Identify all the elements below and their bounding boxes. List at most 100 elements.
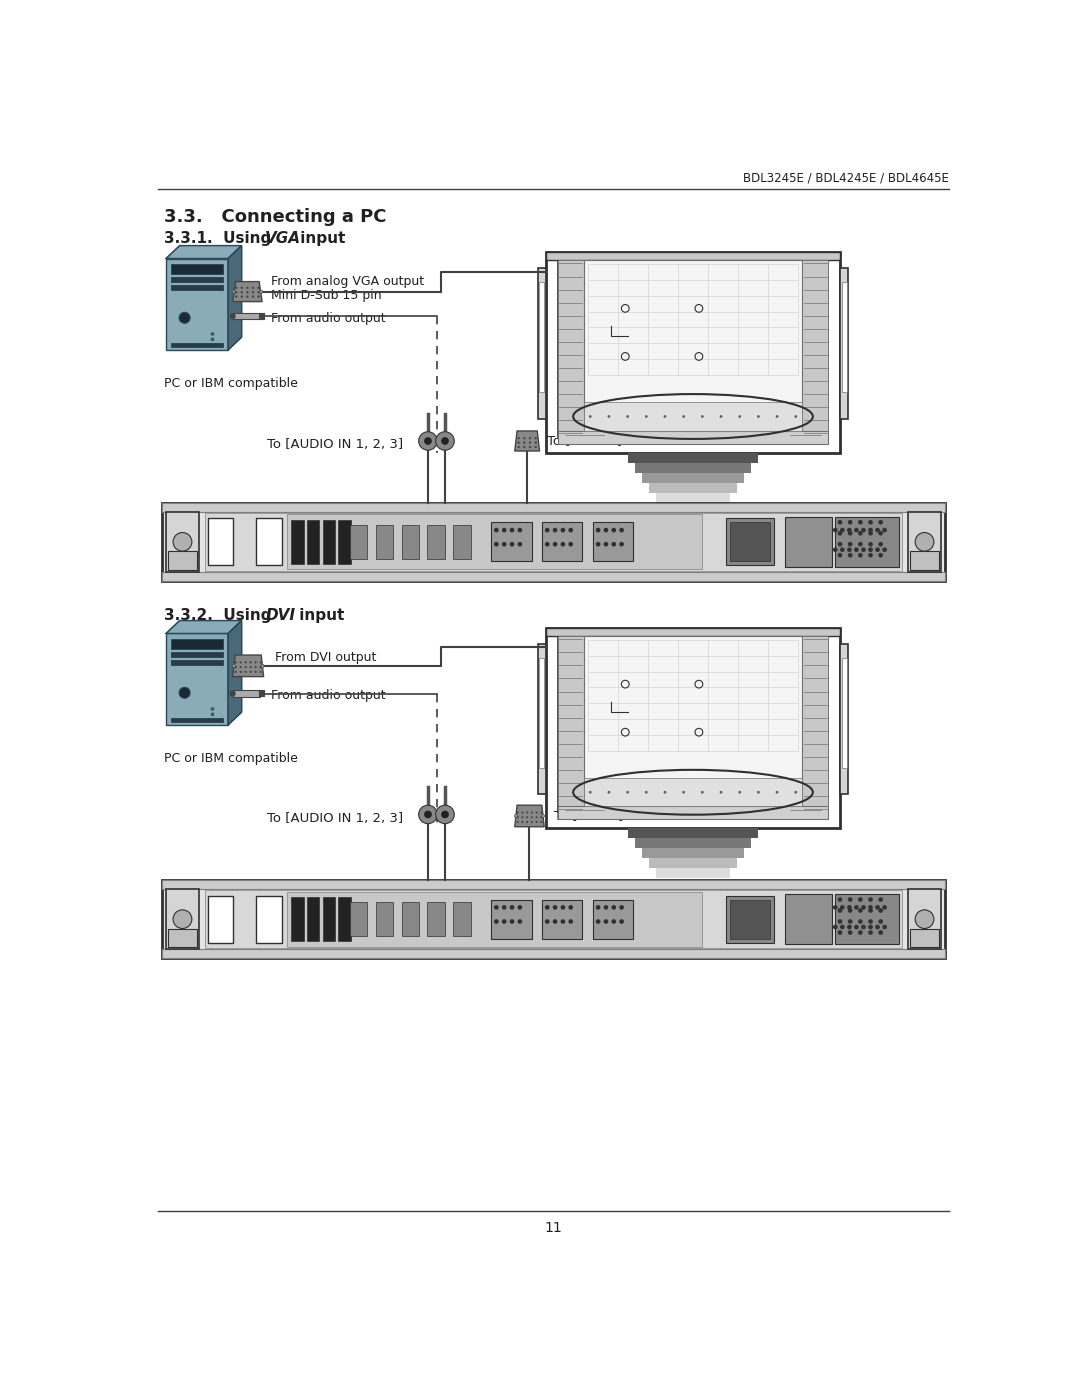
FancyBboxPatch shape	[557, 260, 584, 436]
Text: To [AUDIO IN 1, 2, 3]: To [AUDIO IN 1, 2, 3]	[267, 439, 403, 451]
FancyBboxPatch shape	[657, 493, 730, 503]
Polygon shape	[166, 246, 242, 258]
Circle shape	[868, 919, 873, 923]
FancyBboxPatch shape	[629, 828, 758, 838]
Circle shape	[494, 905, 499, 909]
Circle shape	[683, 791, 685, 793]
FancyBboxPatch shape	[593, 900, 633, 939]
FancyBboxPatch shape	[166, 513, 199, 571]
Circle shape	[516, 816, 518, 819]
Text: PC or IBM compatible: PC or IBM compatible	[164, 752, 298, 766]
Circle shape	[858, 520, 863, 524]
Circle shape	[882, 925, 887, 929]
Circle shape	[561, 905, 565, 909]
FancyBboxPatch shape	[350, 902, 367, 936]
Polygon shape	[228, 620, 242, 725]
Circle shape	[568, 905, 573, 909]
Circle shape	[775, 415, 779, 418]
Circle shape	[523, 437, 526, 439]
FancyBboxPatch shape	[428, 525, 445, 559]
Circle shape	[868, 520, 873, 524]
FancyBboxPatch shape	[608, 895, 639, 943]
FancyBboxPatch shape	[539, 658, 543, 768]
Circle shape	[553, 919, 557, 923]
Circle shape	[424, 810, 432, 819]
Text: 3.3.2.  Using: 3.3.2. Using	[164, 608, 278, 623]
FancyBboxPatch shape	[207, 895, 233, 943]
FancyBboxPatch shape	[635, 838, 751, 848]
Text: input: input	[294, 608, 345, 623]
FancyBboxPatch shape	[338, 520, 351, 564]
Circle shape	[234, 661, 237, 664]
Circle shape	[858, 908, 863, 912]
Circle shape	[719, 415, 723, 418]
Circle shape	[608, 791, 610, 793]
Circle shape	[535, 441, 537, 444]
Circle shape	[868, 531, 873, 535]
FancyBboxPatch shape	[643, 472, 744, 482]
Circle shape	[529, 441, 531, 444]
FancyBboxPatch shape	[908, 890, 941, 949]
FancyBboxPatch shape	[376, 525, 393, 559]
Circle shape	[840, 528, 845, 532]
FancyBboxPatch shape	[840, 644, 848, 795]
Circle shape	[536, 816, 538, 819]
Circle shape	[854, 905, 859, 909]
Text: To [VGA IN]: To [VGA IN]	[548, 434, 622, 447]
FancyBboxPatch shape	[205, 513, 902, 571]
Circle shape	[553, 528, 557, 532]
Circle shape	[619, 542, 624, 546]
Circle shape	[604, 542, 608, 546]
Circle shape	[626, 791, 629, 793]
FancyBboxPatch shape	[542, 522, 582, 562]
Circle shape	[868, 925, 873, 929]
Circle shape	[259, 291, 262, 293]
FancyBboxPatch shape	[835, 894, 900, 944]
FancyBboxPatch shape	[557, 260, 828, 436]
FancyBboxPatch shape	[323, 897, 335, 942]
FancyBboxPatch shape	[545, 629, 840, 636]
Circle shape	[230, 313, 235, 320]
Circle shape	[561, 528, 565, 532]
FancyBboxPatch shape	[205, 890, 902, 949]
Circle shape	[568, 919, 573, 923]
Circle shape	[868, 905, 873, 909]
FancyBboxPatch shape	[171, 718, 224, 722]
Circle shape	[645, 791, 648, 793]
Circle shape	[619, 919, 624, 923]
Circle shape	[847, 548, 852, 552]
FancyBboxPatch shape	[428, 902, 445, 936]
Circle shape	[848, 553, 852, 557]
Circle shape	[523, 441, 526, 444]
FancyBboxPatch shape	[785, 894, 833, 944]
FancyBboxPatch shape	[292, 897, 303, 942]
Circle shape	[517, 437, 519, 439]
FancyBboxPatch shape	[171, 342, 224, 346]
Circle shape	[235, 295, 238, 298]
Circle shape	[530, 816, 532, 819]
Text: From DVI output: From DVI output	[275, 651, 377, 664]
Circle shape	[604, 919, 608, 923]
FancyBboxPatch shape	[162, 571, 945, 581]
Circle shape	[424, 437, 432, 444]
Circle shape	[757, 415, 760, 418]
FancyBboxPatch shape	[171, 264, 224, 274]
FancyBboxPatch shape	[162, 949, 945, 958]
Circle shape	[861, 528, 866, 532]
Circle shape	[516, 821, 518, 823]
Circle shape	[611, 919, 616, 923]
FancyBboxPatch shape	[287, 891, 702, 947]
Circle shape	[252, 295, 254, 298]
Circle shape	[719, 791, 723, 793]
Circle shape	[510, 919, 514, 923]
FancyBboxPatch shape	[726, 895, 774, 943]
FancyBboxPatch shape	[256, 895, 282, 943]
Circle shape	[861, 925, 866, 929]
Circle shape	[795, 791, 797, 793]
Circle shape	[517, 441, 519, 444]
Circle shape	[516, 812, 518, 813]
Circle shape	[249, 661, 252, 664]
FancyBboxPatch shape	[730, 900, 770, 939]
FancyBboxPatch shape	[545, 253, 840, 453]
FancyBboxPatch shape	[168, 929, 197, 947]
